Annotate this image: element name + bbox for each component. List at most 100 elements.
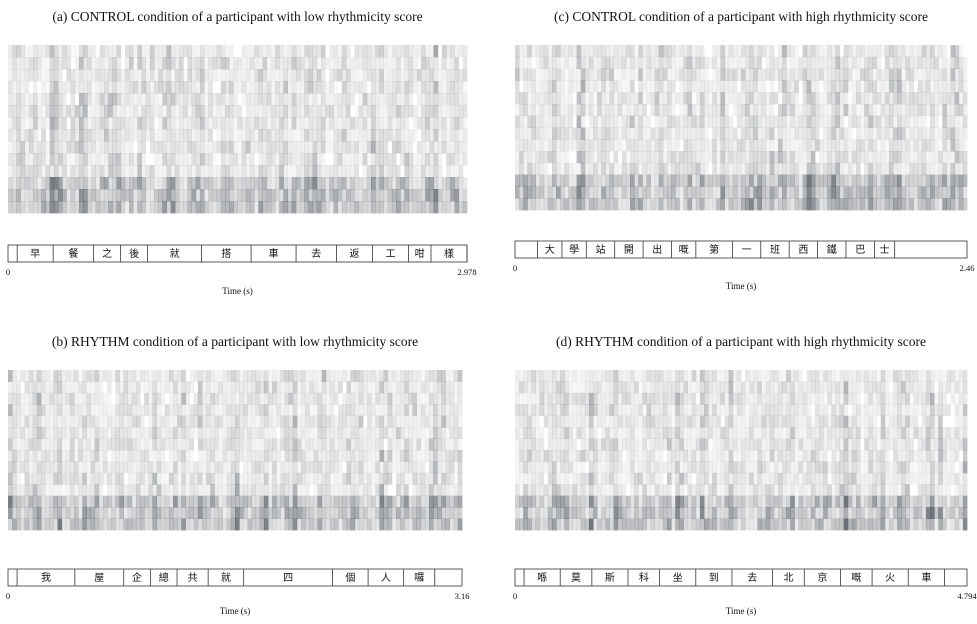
spectrogram-cell <box>276 370 281 382</box>
spectrogram-cell <box>963 104 968 116</box>
spectrogram-cell <box>889 80 894 92</box>
spectrogram-cell <box>208 177 213 189</box>
spectrogram-cell <box>371 450 376 462</box>
spectrogram-cell <box>577 507 582 519</box>
spectrogram-cell <box>346 189 351 201</box>
spectrogram-cell <box>235 450 240 462</box>
spectrogram-cell <box>421 519 426 531</box>
spectrogram-cell <box>263 45 268 57</box>
spectrogram-cell <box>37 117 42 129</box>
spectrogram-cell <box>421 484 426 496</box>
spectrogram-cell <box>333 45 338 57</box>
spectrogram-cell <box>610 496 615 508</box>
spectrogram-cell <box>276 461 281 473</box>
spectrogram-cell <box>540 57 545 69</box>
spectrogram-cell <box>601 175 606 187</box>
spectrogram-cell <box>778 186 783 198</box>
spectrogram-cell <box>308 105 313 117</box>
spectrogram-cell <box>610 116 615 128</box>
spectrogram-cell <box>33 153 38 165</box>
spectrogram-cell <box>292 201 297 213</box>
spectrogram-cell <box>235 427 240 439</box>
spectrogram-cell <box>66 201 71 213</box>
spectrogram-cell <box>371 153 376 165</box>
spectrogram-cell <box>173 439 178 451</box>
spectrogram-cell <box>140 439 145 451</box>
spectrogram-cell <box>144 496 149 508</box>
spectrogram-cell <box>231 461 236 473</box>
spectrogram-cell <box>651 139 656 151</box>
spectrogram-cell <box>218 450 223 462</box>
spectrogram-cell <box>523 175 528 187</box>
spectrogram-cell <box>585 151 590 163</box>
spectrogram-cell <box>404 507 409 519</box>
spectrogram-cell <box>264 393 269 405</box>
spectrogram-cell <box>459 141 464 153</box>
spectrogram-cell <box>515 450 520 462</box>
spectrogram-cell <box>91 473 96 485</box>
spectrogram-cell <box>704 163 709 175</box>
spectrogram-cell <box>696 104 701 116</box>
spectrogram-cell <box>363 93 368 105</box>
spectrogram-cell <box>778 104 783 116</box>
spectrogram-cell <box>568 80 573 92</box>
spectrogram-cell <box>836 69 841 81</box>
spectrogram-cell <box>375 45 380 57</box>
spectrogram-cell <box>852 104 857 116</box>
spectrogram-cell <box>889 128 894 140</box>
spectrogram-cell <box>71 93 76 105</box>
spectrogram-cell <box>313 416 318 428</box>
spectrogram-cell <box>400 201 405 213</box>
spectrogram-cell <box>8 105 13 117</box>
spectrogram-cell <box>87 129 92 141</box>
spectrogram-cell <box>634 92 639 104</box>
spectrogram-cell <box>283 81 288 93</box>
spectrogram-cell <box>161 404 166 416</box>
spectrogram-cell <box>71 117 76 129</box>
spectrogram-cell <box>638 128 643 140</box>
spectrogram-cell <box>12 57 17 69</box>
spectrogram-cell <box>183 69 188 81</box>
spectrogram-cell <box>815 45 820 57</box>
spectrogram-cell <box>515 57 520 69</box>
spectrogram-cell <box>125 165 130 177</box>
spectrogram-cell <box>757 104 762 116</box>
spectrogram-cell <box>196 153 201 165</box>
spectrogram-cell <box>634 393 639 405</box>
spectrogram-cell <box>181 461 186 473</box>
spectrogram-cell <box>704 69 709 81</box>
spectrogram-cell <box>934 139 939 151</box>
time-end: 2.978 <box>457 267 476 277</box>
spectrogram-cell <box>527 450 532 462</box>
spectrogram-cell <box>283 129 288 141</box>
spectrogram-cell <box>91 393 96 405</box>
spectrogram-cell <box>194 404 199 416</box>
spectrogram-cell <box>601 69 606 81</box>
spectrogram-cell <box>119 370 124 382</box>
spectrogram-cell <box>655 198 660 210</box>
spectrogram-cell <box>218 484 223 496</box>
spectrogram-cell <box>326 416 331 428</box>
spectrogram-cell <box>552 439 557 451</box>
spectrogram-cell <box>329 189 334 201</box>
spectrogram-cell <box>173 519 178 531</box>
spectrogram-cell <box>124 381 129 393</box>
spectrogram-cell <box>58 93 63 105</box>
spectrogram-cell <box>322 404 327 416</box>
spectrogram-cell <box>564 496 569 508</box>
spectrogram-cell <box>104 69 109 81</box>
spectrogram-cell <box>400 177 405 189</box>
spectrogram-cell <box>260 381 265 393</box>
spectrogram-cell <box>175 45 180 57</box>
spectrogram-cell <box>313 45 318 57</box>
spectrogram-cell <box>91 370 96 382</box>
spectrogram-cell <box>581 128 586 140</box>
spectrogram-cell <box>622 404 627 416</box>
spectrogram-cell <box>618 116 623 128</box>
spectrogram-cell <box>536 496 541 508</box>
spectrogram-cell <box>225 177 230 189</box>
spectrogram-cell <box>227 496 232 508</box>
spectrogram-cell <box>642 139 647 151</box>
spectrogram-cell <box>959 128 964 140</box>
spectrogram-cell <box>605 416 610 428</box>
